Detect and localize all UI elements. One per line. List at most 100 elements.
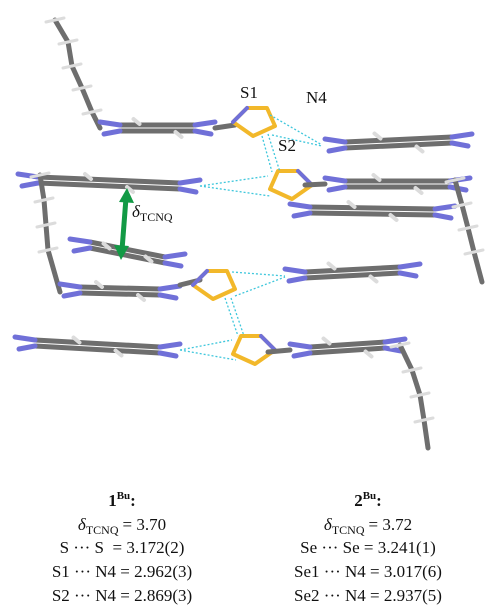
delta-line: δTCNQ= 3.70: [78, 515, 166, 537]
contact: [180, 340, 232, 350]
contact-line: Se2 ··· N4 = 2.937(5): [294, 586, 442, 605]
contact: [200, 176, 268, 186]
bond: [420, 393, 429, 395]
bond: [294, 213, 310, 216]
suffix: :: [376, 491, 382, 510]
bond: [92, 110, 101, 112]
subscript: TCNQ: [86, 523, 119, 537]
bond: [375, 134, 381, 139]
bond: [294, 353, 310, 356]
bond: [46, 223, 55, 225]
bond: [400, 343, 409, 345]
bond: [165, 254, 185, 257]
bond: [68, 42, 72, 66]
delta-label: δTCNQ: [132, 202, 173, 224]
bond: [80, 293, 160, 295]
bond: [55, 20, 68, 42]
bond: [68, 40, 77, 42]
bond: [366, 352, 372, 357]
bond: [44, 200, 46, 225]
bond: [40, 173, 49, 175]
bond: [290, 204, 310, 207]
bond: [60, 284, 80, 287]
compound-name: 1Bu:: [108, 490, 136, 510]
bond: [385, 348, 401, 351]
bond: [305, 184, 325, 185]
bond: [165, 263, 181, 266]
bond: [74, 248, 90, 251]
bond: [329, 187, 345, 190]
bond: [122, 198, 126, 250]
bond: [104, 131, 120, 134]
atom-label: S1: [240, 83, 258, 102]
bond: [160, 344, 180, 347]
bond: [400, 264, 420, 267]
bond: [310, 207, 435, 209]
bond: [329, 148, 345, 151]
bond: [325, 139, 345, 142]
bond: [474, 250, 483, 252]
bond: [329, 264, 335, 269]
bond: [452, 134, 472, 137]
bond: [19, 346, 35, 349]
value: = 3.72: [368, 515, 412, 534]
bond: [285, 269, 305, 272]
bond: [215, 125, 235, 128]
superscript: Bu: [117, 490, 130, 502]
bond: [180, 189, 196, 192]
subscript: TCNQ: [332, 523, 365, 537]
bond: [160, 295, 176, 298]
bond: [82, 86, 91, 88]
contact: [225, 298, 238, 336]
heteroring: [193, 271, 235, 299]
bond: [72, 66, 82, 88]
bond: [468, 228, 474, 252]
bond: [46, 225, 48, 250]
bond: [44, 198, 53, 200]
suffix: :: [130, 491, 136, 510]
superscript: Bu: [363, 490, 376, 502]
bond: [424, 420, 428, 448]
bond: [80, 287, 160, 289]
bond: [48, 248, 57, 250]
bond: [468, 226, 477, 228]
contact-line: S ··· S = 3.172(2): [60, 538, 185, 557]
bond: [100, 122, 120, 125]
heteroring: [233, 108, 275, 136]
contact-line: S1 ··· N4 = 2.962(3): [52, 562, 192, 581]
contact: [232, 272, 285, 276]
figure: S1 N4 S2 δTCNQ 1Bu:δTCNQ= 3.70S ··· S = …: [0, 0, 489, 614]
bond: [420, 395, 424, 420]
bond: [417, 147, 423, 152]
bond: [290, 344, 310, 347]
contact: [180, 350, 236, 360]
contact: [262, 136, 272, 172]
bond: [400, 345, 412, 370]
delta-line: δTCNQ= 3.72: [324, 515, 412, 537]
bond: [424, 418, 433, 420]
bond: [233, 108, 247, 122]
compound-name: 2Bu:: [354, 490, 382, 510]
bond: [289, 278, 305, 281]
bond: [64, 293, 80, 296]
bond: [455, 178, 464, 180]
atom-label: N4: [306, 88, 327, 107]
bond: [435, 215, 451, 218]
bond: [385, 339, 405, 342]
contact-line: Se ··· Se = 3.241(1): [300, 538, 436, 557]
bond: [70, 239, 90, 242]
bond: [195, 131, 211, 134]
bond: [180, 180, 200, 183]
bond: [412, 370, 420, 395]
bond: [474, 252, 482, 282]
bond: [55, 18, 64, 20]
bond: [325, 178, 345, 181]
bond: [22, 183, 38, 186]
compound-block: 2Bu:δTCNQ= 3.72Se ··· Se = 3.241(1)Se1 ·…: [294, 490, 442, 605]
bond: [452, 143, 468, 146]
bond: [455, 180, 462, 205]
bond: [400, 273, 416, 276]
bond: [82, 88, 92, 112]
bond: [193, 271, 207, 285]
bond: [462, 205, 468, 228]
